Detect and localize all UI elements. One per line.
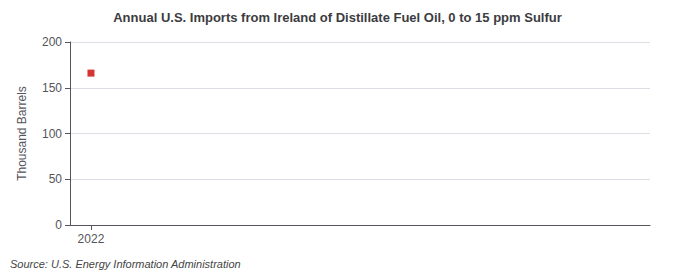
svg-text:150: 150 xyxy=(42,81,62,95)
svg-text:50: 50 xyxy=(49,172,63,186)
svg-text:Source: U.S. Energy Informatio: Source: U.S. Energy Information Administ… xyxy=(10,258,241,270)
svg-text:100: 100 xyxy=(42,127,62,141)
svg-text:Thousand Barrels: Thousand Barrels xyxy=(15,86,29,181)
svg-text:2022: 2022 xyxy=(78,232,105,246)
svg-text:200: 200 xyxy=(42,35,62,49)
svg-text:0: 0 xyxy=(55,218,62,232)
svg-text:Annual U.S. Imports from Irela: Annual U.S. Imports from Ireland of Dist… xyxy=(113,10,562,25)
